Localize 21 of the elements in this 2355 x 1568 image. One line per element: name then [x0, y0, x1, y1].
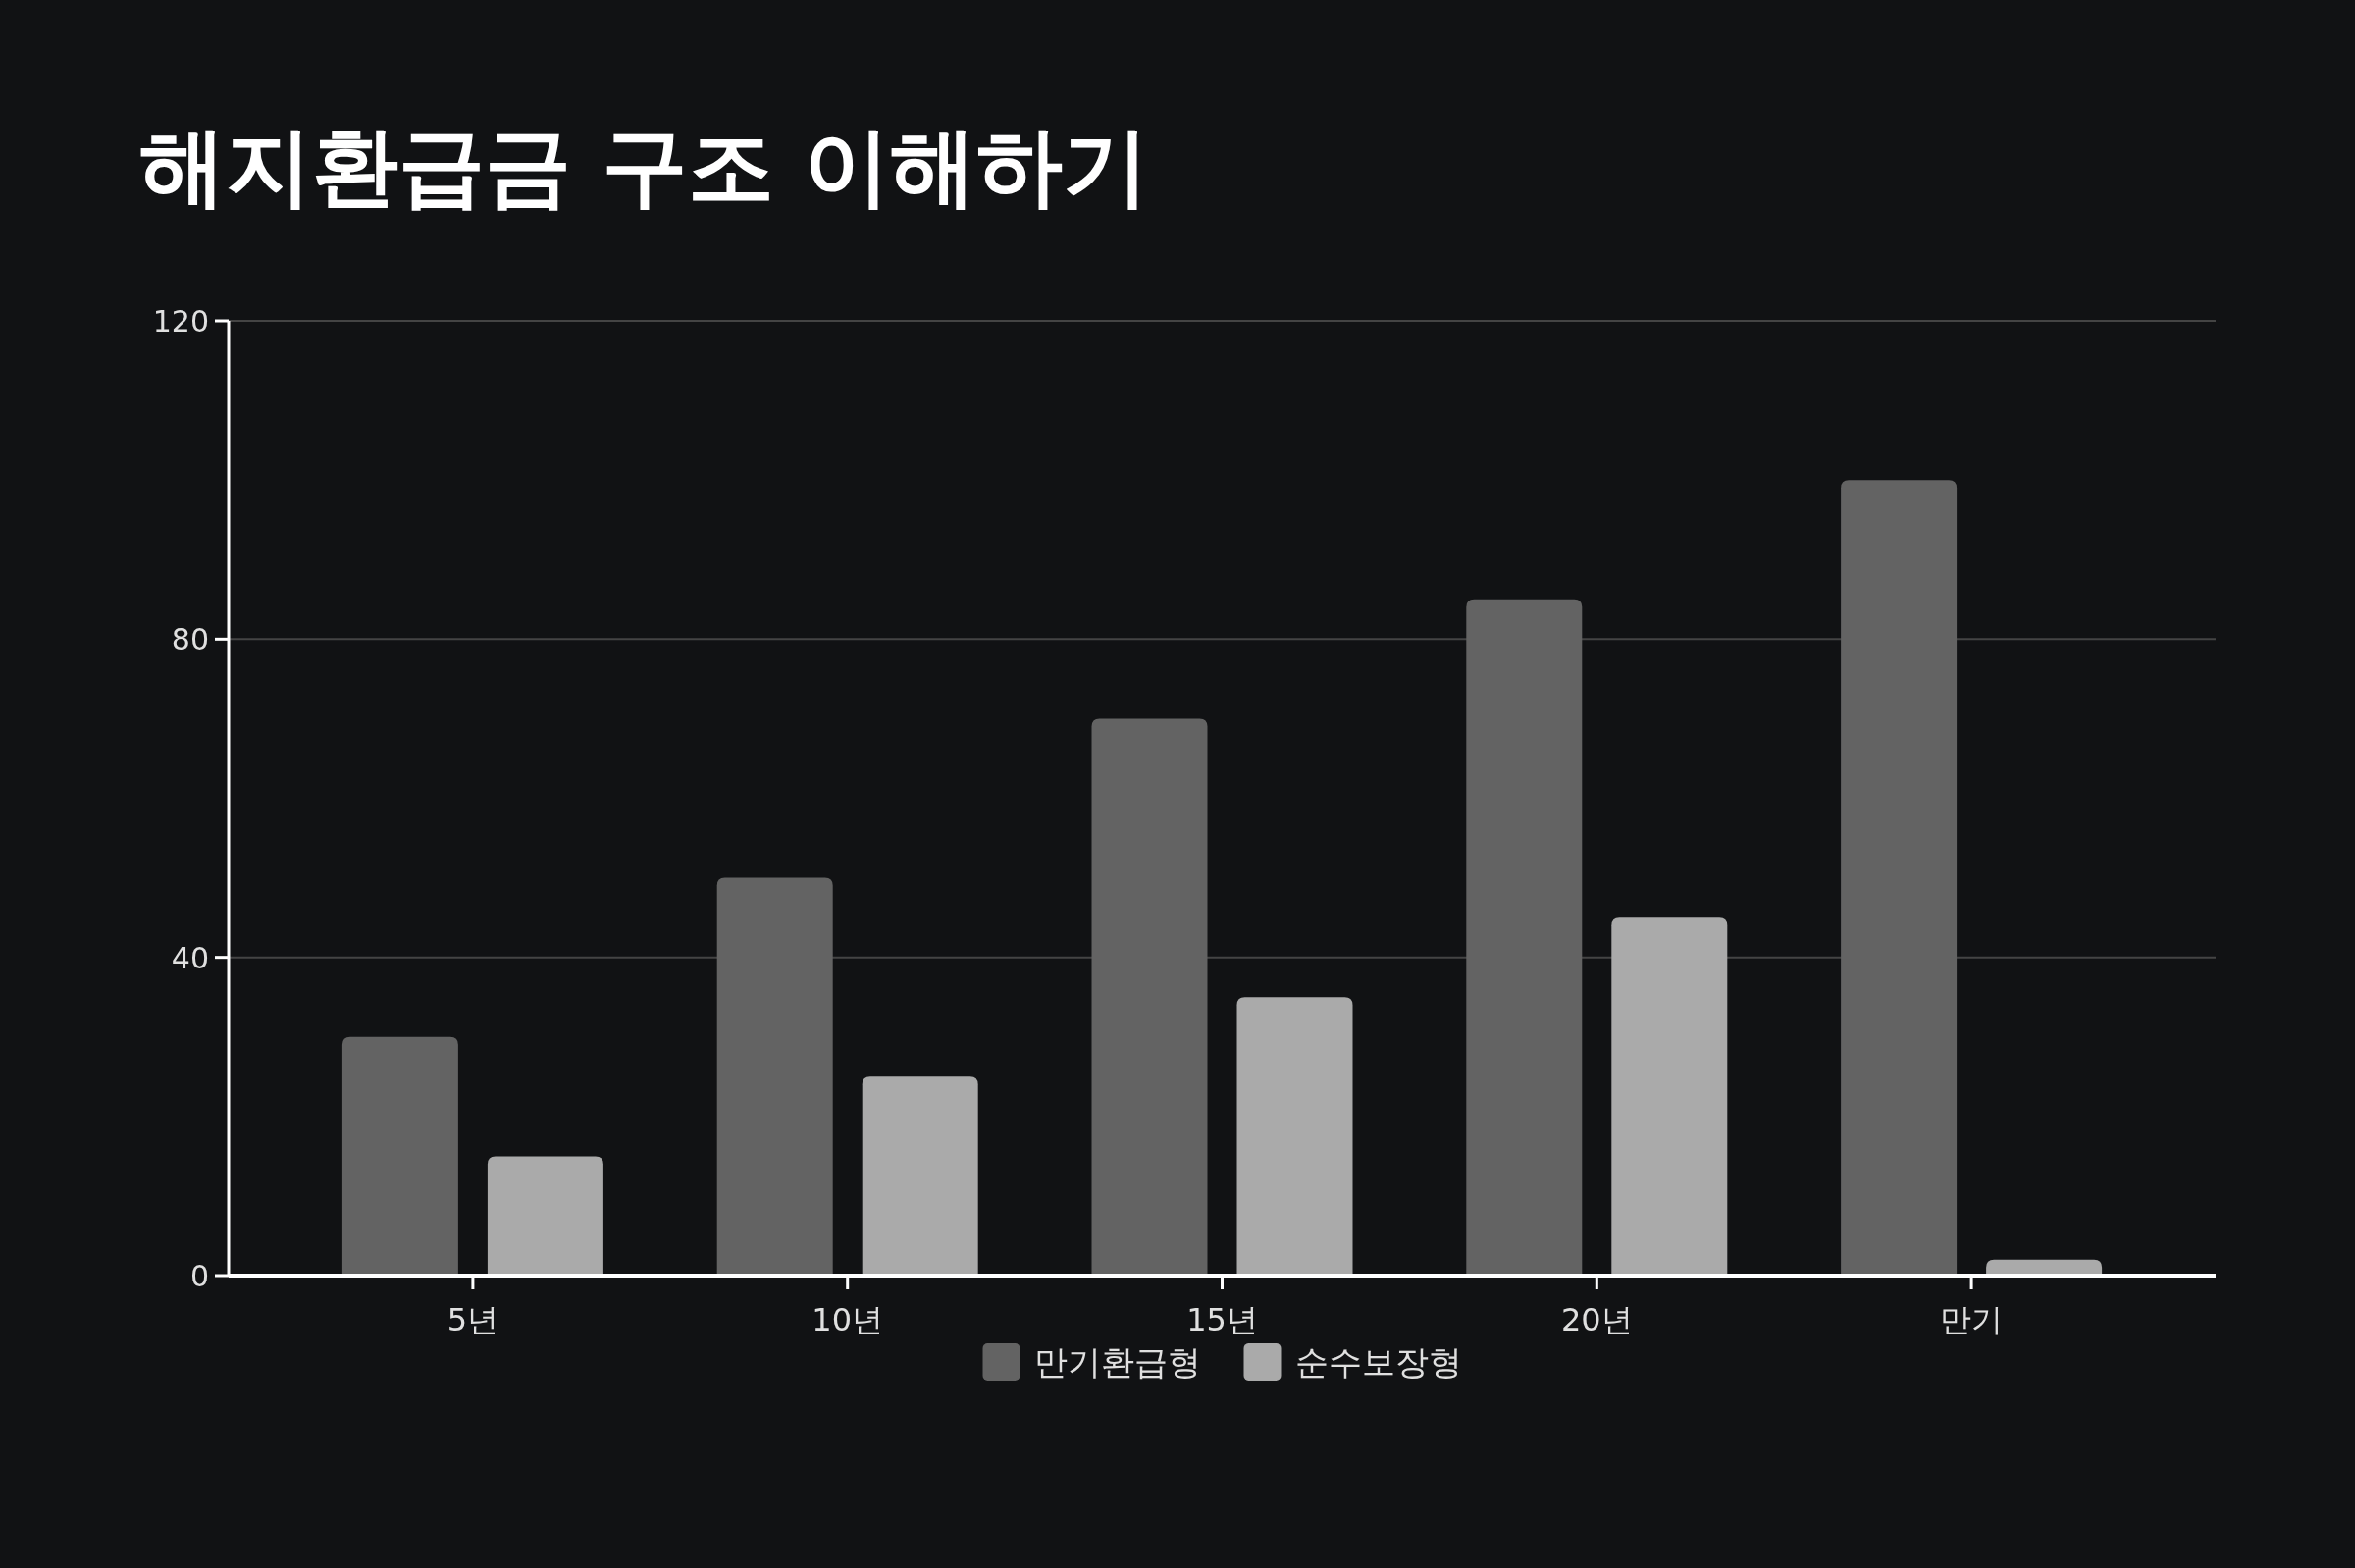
bar: [1466, 599, 1583, 1276]
bar: [341, 1036, 458, 1276]
bar: [1236, 997, 1353, 1276]
legend-label: 순수보장형: [1294, 1342, 1462, 1382]
y-tick-label: 80: [171, 622, 209, 657]
bar: [1611, 917, 1728, 1276]
chart-title: 해지환급금 구조 이해하기: [139, 116, 1150, 217]
legend-label: 만기환급형: [1033, 1342, 1201, 1382]
x-tick-label: 만기: [1940, 1301, 2004, 1338]
bar: [1841, 480, 1958, 1276]
x-tick-label: 5년: [446, 1301, 499, 1338]
x-tick-label: 15년: [1186, 1301, 1258, 1338]
x-tick-label: 10년: [811, 1301, 884, 1338]
y-tick-label: 40: [171, 940, 209, 975]
bar: [487, 1156, 603, 1276]
x-tick-label: 20년: [1560, 1301, 1633, 1338]
y-tick-label: 120: [152, 304, 209, 339]
bar: [862, 1076, 978, 1276]
bar: [716, 877, 833, 1276]
y-tick-label: 0: [189, 1259, 209, 1293]
bar: [1091, 718, 1208, 1276]
